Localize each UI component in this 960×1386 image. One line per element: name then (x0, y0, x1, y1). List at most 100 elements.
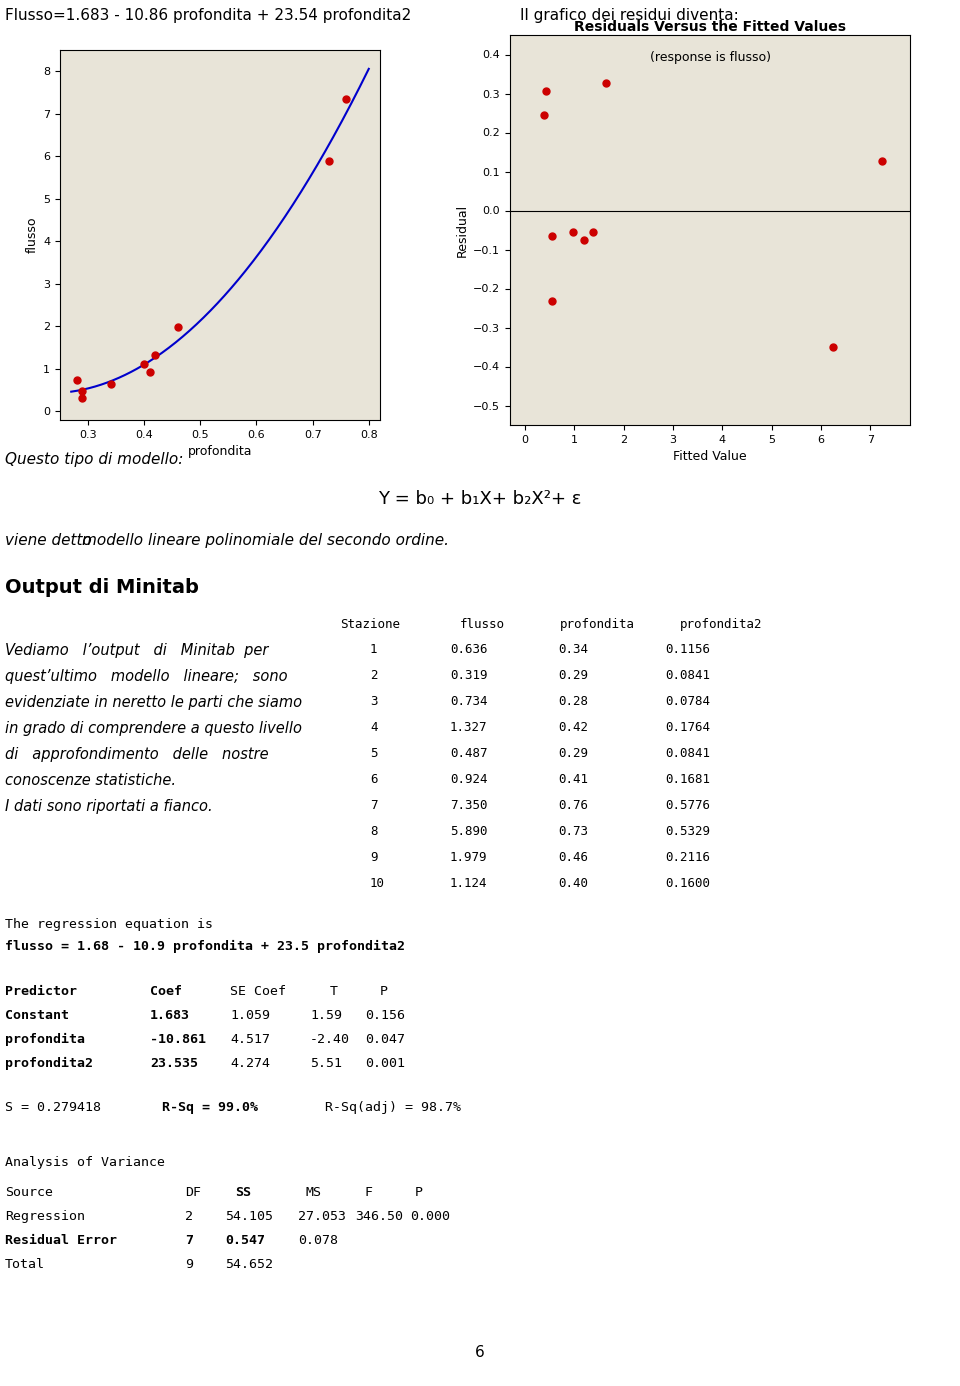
Text: DF: DF (185, 1186, 201, 1199)
Point (142, 362, 157, 384)
Text: 5.890: 5.890 (450, 825, 488, 839)
Text: 0.2116: 0.2116 (665, 851, 710, 863)
Point (75, 387, 90, 409)
Text: 5.51: 5.51 (310, 1058, 342, 1070)
Text: P: P (415, 1186, 423, 1199)
Point (586, 220, 601, 243)
Text: 2: 2 (185, 1210, 193, 1222)
Title: Residuals Versus the Fitted Values: Residuals Versus the Fitted Values (574, 19, 846, 33)
Text: flusso = 1.68 - 10.9 profondita + 23.5 profondita2: flusso = 1.68 - 10.9 profondita + 23.5 p… (5, 940, 405, 954)
Text: -10.861: -10.861 (150, 1033, 206, 1046)
Text: 4.517: 4.517 (230, 1033, 270, 1046)
Text: 0.5776: 0.5776 (665, 798, 710, 812)
Text: The regression equation is: The regression equation is (5, 918, 213, 931)
Point (103, 373, 118, 395)
Point (69, 369, 84, 391)
Text: 0.76: 0.76 (558, 798, 588, 812)
Point (826, 335, 841, 358)
Text: Il grafico dei residui diventa:: Il grafico dei residui diventa: (520, 8, 739, 24)
Text: 346.50: 346.50 (355, 1210, 403, 1222)
Text: 1.979: 1.979 (450, 851, 488, 863)
Text: 1.124: 1.124 (450, 877, 488, 890)
Text: 54.652: 54.652 (225, 1258, 273, 1271)
Point (148, 344, 163, 366)
Text: Output di Minitab: Output di Minitab (5, 578, 199, 597)
Text: 0.40: 0.40 (558, 877, 588, 890)
Text: 0.487: 0.487 (450, 747, 488, 760)
Text: 4: 4 (370, 721, 377, 735)
Point (136, 352, 152, 374)
Text: Regression: Regression (5, 1210, 85, 1222)
Y-axis label: Residual: Residual (456, 204, 469, 256)
X-axis label: Fitted Value: Fitted Value (673, 450, 747, 463)
Text: 0.46: 0.46 (558, 851, 588, 863)
Text: 0.156: 0.156 (365, 1009, 405, 1021)
Text: Flusso=1.683 - 10.86 profondita + 23.54 profondita2: Flusso=1.683 - 10.86 profondita + 23.54 … (5, 8, 411, 24)
Text: evidenziate in neretto le parti che siamo: evidenziate in neretto le parti che siam… (5, 694, 302, 710)
Text: 0.5329: 0.5329 (665, 825, 710, 839)
Text: 0.29: 0.29 (558, 747, 588, 760)
Text: Predictor: Predictor (5, 985, 77, 998)
Text: 0.001: 0.001 (365, 1058, 405, 1070)
Point (339, 87, 354, 109)
Text: 0.636: 0.636 (450, 643, 488, 656)
Text: 0.078: 0.078 (298, 1234, 338, 1247)
Text: 23.535: 23.535 (150, 1058, 198, 1070)
Point (322, 150, 337, 172)
Text: S = 0.279418: S = 0.279418 (5, 1100, 101, 1114)
Text: R-Sq = 99.0%: R-Sq = 99.0% (162, 1100, 258, 1114)
Text: 0.29: 0.29 (558, 669, 588, 682)
Text: MS: MS (305, 1186, 321, 1199)
Text: 0.547: 0.547 (225, 1234, 265, 1247)
Text: 0.0841: 0.0841 (665, 669, 710, 682)
Text: 0.734: 0.734 (450, 694, 488, 708)
Text: 7: 7 (370, 798, 377, 812)
Point (874, 150, 889, 172)
Text: P: P (380, 985, 388, 998)
Text: I dati sono riportati a fianco.: I dati sono riportati a fianco. (5, 798, 212, 814)
Text: profondita: profondita (560, 618, 635, 631)
X-axis label: profondita: profondita (188, 445, 252, 459)
Point (544, 290, 560, 312)
Text: profondita: profondita (5, 1033, 85, 1046)
Text: 0.1156: 0.1156 (665, 643, 710, 656)
Text: 0.0841: 0.0841 (665, 747, 710, 760)
Text: Residual Error: Residual Error (5, 1234, 117, 1247)
Text: R-Sq(adj) = 98.7%: R-Sq(adj) = 98.7% (325, 1100, 461, 1114)
Text: flusso: flusso (460, 618, 505, 631)
Text: T: T (330, 985, 338, 998)
Text: 5: 5 (370, 747, 377, 760)
Text: Total: Total (5, 1258, 45, 1271)
Text: 0.42: 0.42 (558, 721, 588, 735)
Text: 54.105: 54.105 (225, 1210, 273, 1222)
Text: 9: 9 (185, 1258, 193, 1271)
Text: SE Coef: SE Coef (230, 985, 286, 998)
Text: 0.1681: 0.1681 (665, 773, 710, 786)
Text: F: F (365, 1186, 373, 1199)
Text: modello lineare polinomiale del secondo ordine.: modello lineare polinomiale del secondo … (82, 534, 449, 547)
Text: 6: 6 (370, 773, 377, 786)
Text: 2: 2 (370, 669, 377, 682)
Text: quest’ultimo   modello   lineare;   sono: quest’ultimo modello lineare; sono (5, 669, 288, 685)
Text: Source: Source (5, 1186, 53, 1199)
Point (565, 222, 581, 244)
Text: profondita2: profondita2 (680, 618, 762, 631)
Text: di   approfondimento   delle   nostre: di approfondimento delle nostre (5, 747, 269, 762)
Text: 1: 1 (370, 643, 377, 656)
Text: viene detto: viene detto (5, 534, 97, 547)
Text: conoscenze statistiche.: conoscenze statistiche. (5, 773, 176, 789)
Text: 27.053: 27.053 (298, 1210, 346, 1222)
Text: 0.0784: 0.0784 (665, 694, 710, 708)
Point (539, 80, 554, 103)
Text: 0.1764: 0.1764 (665, 721, 710, 735)
Text: 9: 9 (370, 851, 377, 863)
Point (537, 104, 552, 126)
Text: 0.34: 0.34 (558, 643, 588, 656)
Text: Constant: Constant (5, 1009, 69, 1021)
Text: 4.274: 4.274 (230, 1058, 270, 1070)
Text: 0.1600: 0.1600 (665, 877, 710, 890)
Text: 1.059: 1.059 (230, 1009, 270, 1021)
Text: 0.28: 0.28 (558, 694, 588, 708)
Point (576, 229, 591, 251)
Point (544, 225, 560, 247)
